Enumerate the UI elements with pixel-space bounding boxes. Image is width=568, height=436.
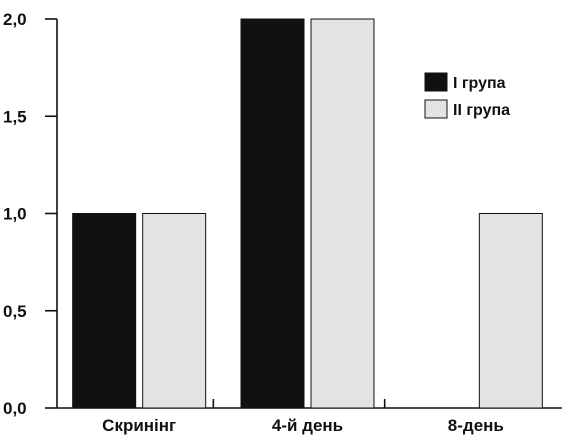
bar-series-2 <box>478 213 543 409</box>
bar-series-2 <box>142 213 207 409</box>
x-tick-label: 4-й день <box>272 416 343 435</box>
y-tick-label: 2,0 <box>3 10 27 29</box>
legend-swatch <box>424 72 448 92</box>
x-tick-label: 8-день <box>448 416 504 435</box>
legend-label: II група <box>453 102 510 119</box>
x-axis: Скринінг 4-й день 8-день <box>57 399 562 435</box>
x-tick-label: Скринінг <box>102 416 176 435</box>
bar-series-2 <box>310 18 375 409</box>
y-tick-label: 0,0 <box>3 399 27 418</box>
bar-series-1 <box>240 18 305 409</box>
legend-swatch <box>424 99 448 119</box>
y-tick-label: 1,5 <box>3 107 27 126</box>
legend: I група II група <box>424 72 510 119</box>
y-axis: 0,0 0,5 1,0 1,5 2,0 <box>3 10 58 418</box>
y-tick-label: 0,5 <box>3 302 27 321</box>
legend-label: I група <box>453 75 506 92</box>
y-tick-label: 1,0 <box>3 205 27 224</box>
bars <box>72 18 543 409</box>
bar-series-1 <box>72 213 137 409</box>
